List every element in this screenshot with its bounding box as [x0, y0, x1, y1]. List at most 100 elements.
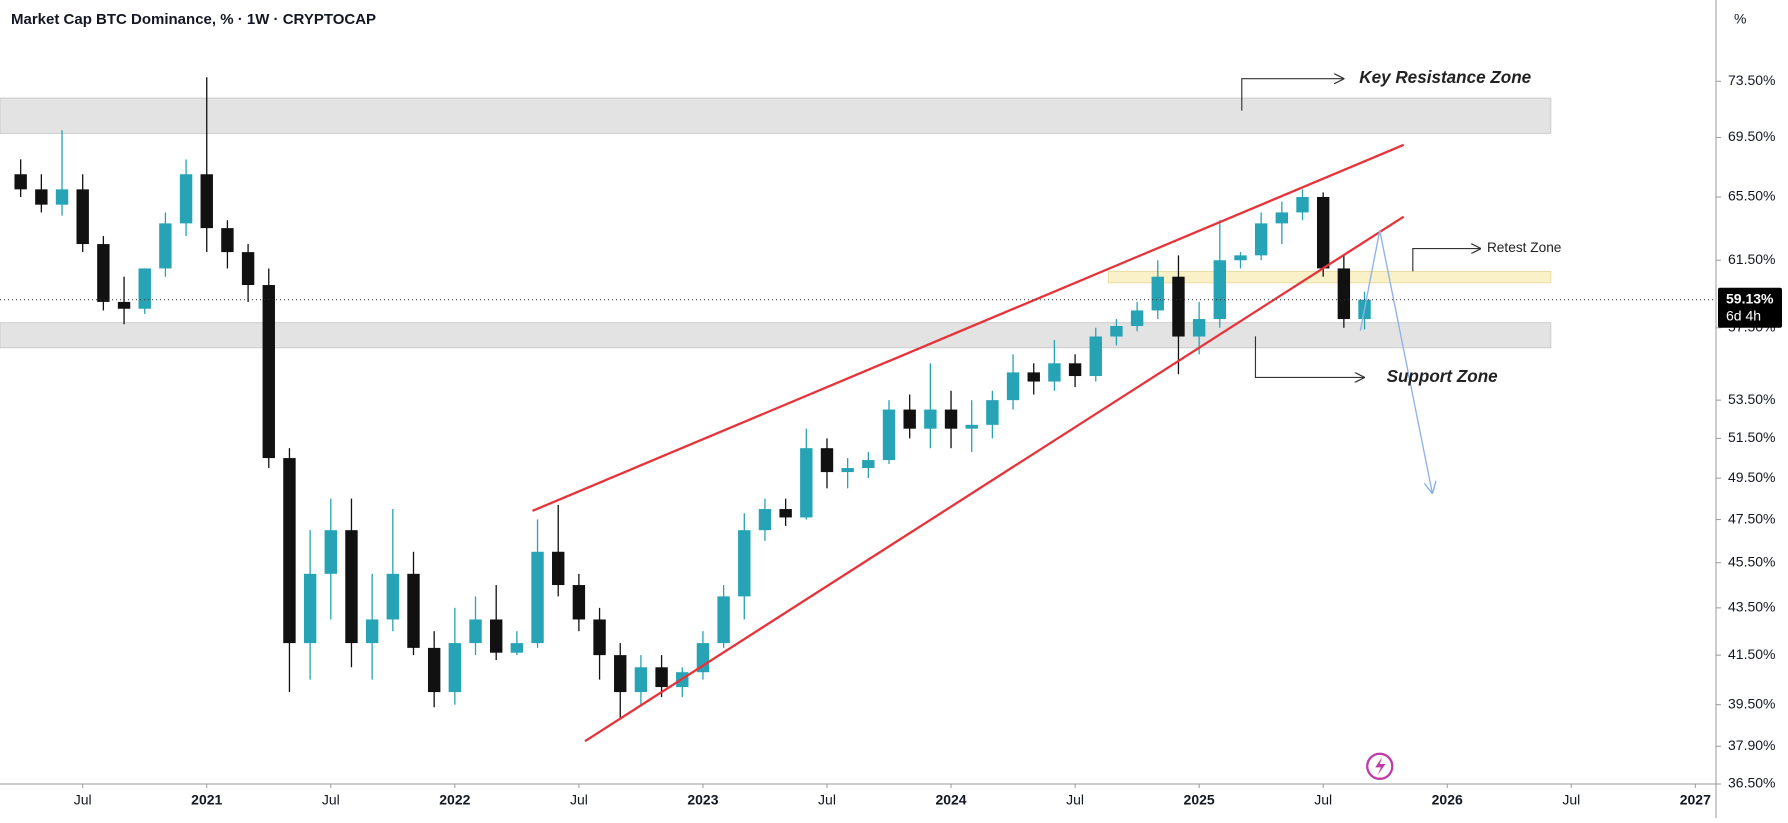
zones [0, 97, 1552, 349]
axis-unit: % [1734, 11, 1746, 27]
candle-body [179, 174, 193, 224]
candle-body [572, 585, 586, 620]
candle-body [779, 509, 792, 518]
candle-body [14, 174, 27, 190]
candle-body [1068, 363, 1082, 377]
candle-body [1296, 196, 1309, 213]
y-tick-label: 73.50% [1728, 72, 1775, 88]
candle-body [1213, 260, 1227, 320]
icon [1375, 757, 1386, 776]
candle-body [262, 285, 275, 459]
x-tick-label: 2021 [191, 792, 222, 808]
y-tick-label: 36.50% [1728, 775, 1775, 791]
candle-body [76, 189, 89, 245]
candle-body [1089, 336, 1102, 377]
candle-body [717, 596, 730, 644]
candle-body [841, 468, 854, 473]
candle-body [552, 551, 565, 586]
x-tick-label: Jul [818, 792, 836, 808]
candle-body [1151, 276, 1164, 311]
axes: 73.50%69.50%65.50%61.50%57.50%53.50%51.5… [0, 72, 1782, 808]
candle-body [241, 252, 255, 286]
candle-body [1275, 212, 1289, 224]
x-tick-label: 2025 [1184, 792, 1215, 808]
candles [14, 77, 1371, 718]
wedge-upper [532, 143, 1405, 512]
price-axis [1716, 0, 1788, 818]
candle-body [903, 409, 916, 429]
wedge-lower [584, 215, 1405, 743]
candle-body [159, 223, 172, 269]
x-tick-label: Jul [1066, 792, 1084, 808]
candle-body [365, 619, 379, 644]
candle-body [55, 189, 69, 205]
annotations: Key Resistance Zone Retest Zone Support … [532, 68, 1561, 780]
y-tick-label: 65.50% [1728, 188, 1775, 204]
candle-body [1316, 196, 1330, 269]
candle-body [593, 619, 606, 656]
candle-body [1192, 319, 1206, 337]
y-tick-label: 69.50% [1728, 128, 1775, 144]
arrow [1412, 249, 1480, 272]
retest-zone [1107, 270, 1552, 284]
candle-body [283, 458, 296, 644]
x-tick-label: 2023 [687, 792, 718, 808]
candle-body [986, 400, 999, 425]
candle-body [448, 643, 462, 693]
arrow [1241, 79, 1343, 111]
candle-body [117, 301, 131, 309]
x-tick-label: Jul [570, 792, 588, 808]
candle-body [407, 573, 420, 648]
x-tick-label: Jul [1314, 792, 1332, 808]
y-tick-label: 51.50% [1728, 429, 1775, 445]
annotation-label: Key Resistance Zone [1359, 68, 1531, 87]
candle-body [138, 268, 151, 309]
annotation-label: Retest Zone [1487, 240, 1561, 255]
candle-body [882, 409, 896, 461]
candle-body [510, 643, 524, 653]
x-tick-label: 2022 [439, 792, 470, 808]
candle-body [965, 424, 978, 429]
countdown: 6d 4h [1726, 307, 1761, 323]
y-tick-label: 37.90% [1728, 737, 1775, 753]
y-tick-label: 53.50% [1728, 391, 1775, 407]
candle-body [345, 530, 358, 644]
y-tick-label: 39.50% [1728, 695, 1775, 711]
x-tick-label: 2027 [1680, 792, 1711, 808]
support-zone [0, 322, 1552, 349]
candle-body [655, 667, 668, 688]
candle-body [489, 619, 503, 653]
candle-body [1027, 372, 1040, 382]
candle-body [800, 448, 813, 518]
annotation-label: Support Zone [1387, 367, 1499, 386]
candle-body [1048, 363, 1061, 382]
candle-body [97, 244, 110, 302]
candle-body [386, 573, 400, 620]
candle-body [1006, 372, 1020, 401]
y-tick-label: 45.50% [1728, 553, 1775, 569]
y-tick-label: 49.50% [1728, 469, 1775, 485]
candle-body [324, 530, 337, 574]
x-tick-label: 2026 [1432, 792, 1463, 808]
y-tick-label: 61.50% [1728, 251, 1775, 267]
time-axis [0, 784, 1788, 818]
x-tick-label: Jul [74, 792, 92, 808]
candle-body [1110, 326, 1123, 337]
candle-body [1130, 310, 1144, 327]
candle-body [862, 460, 875, 469]
candle-body [531, 551, 544, 644]
x-tick-label: Jul [322, 792, 340, 808]
y-tick-label: 43.50% [1728, 599, 1775, 615]
price-label: 59.13% [1726, 290, 1774, 306]
resistance-zone [0, 97, 1552, 134]
candle-body [1254, 223, 1268, 256]
candle-body [820, 448, 834, 473]
candle-body [35, 189, 48, 205]
candle-body [221, 228, 234, 253]
y-tick-label: 41.50% [1728, 646, 1775, 662]
arrow [1254, 336, 1363, 377]
candle-body [1172, 276, 1185, 337]
projection-arrow [1359, 230, 1432, 492]
